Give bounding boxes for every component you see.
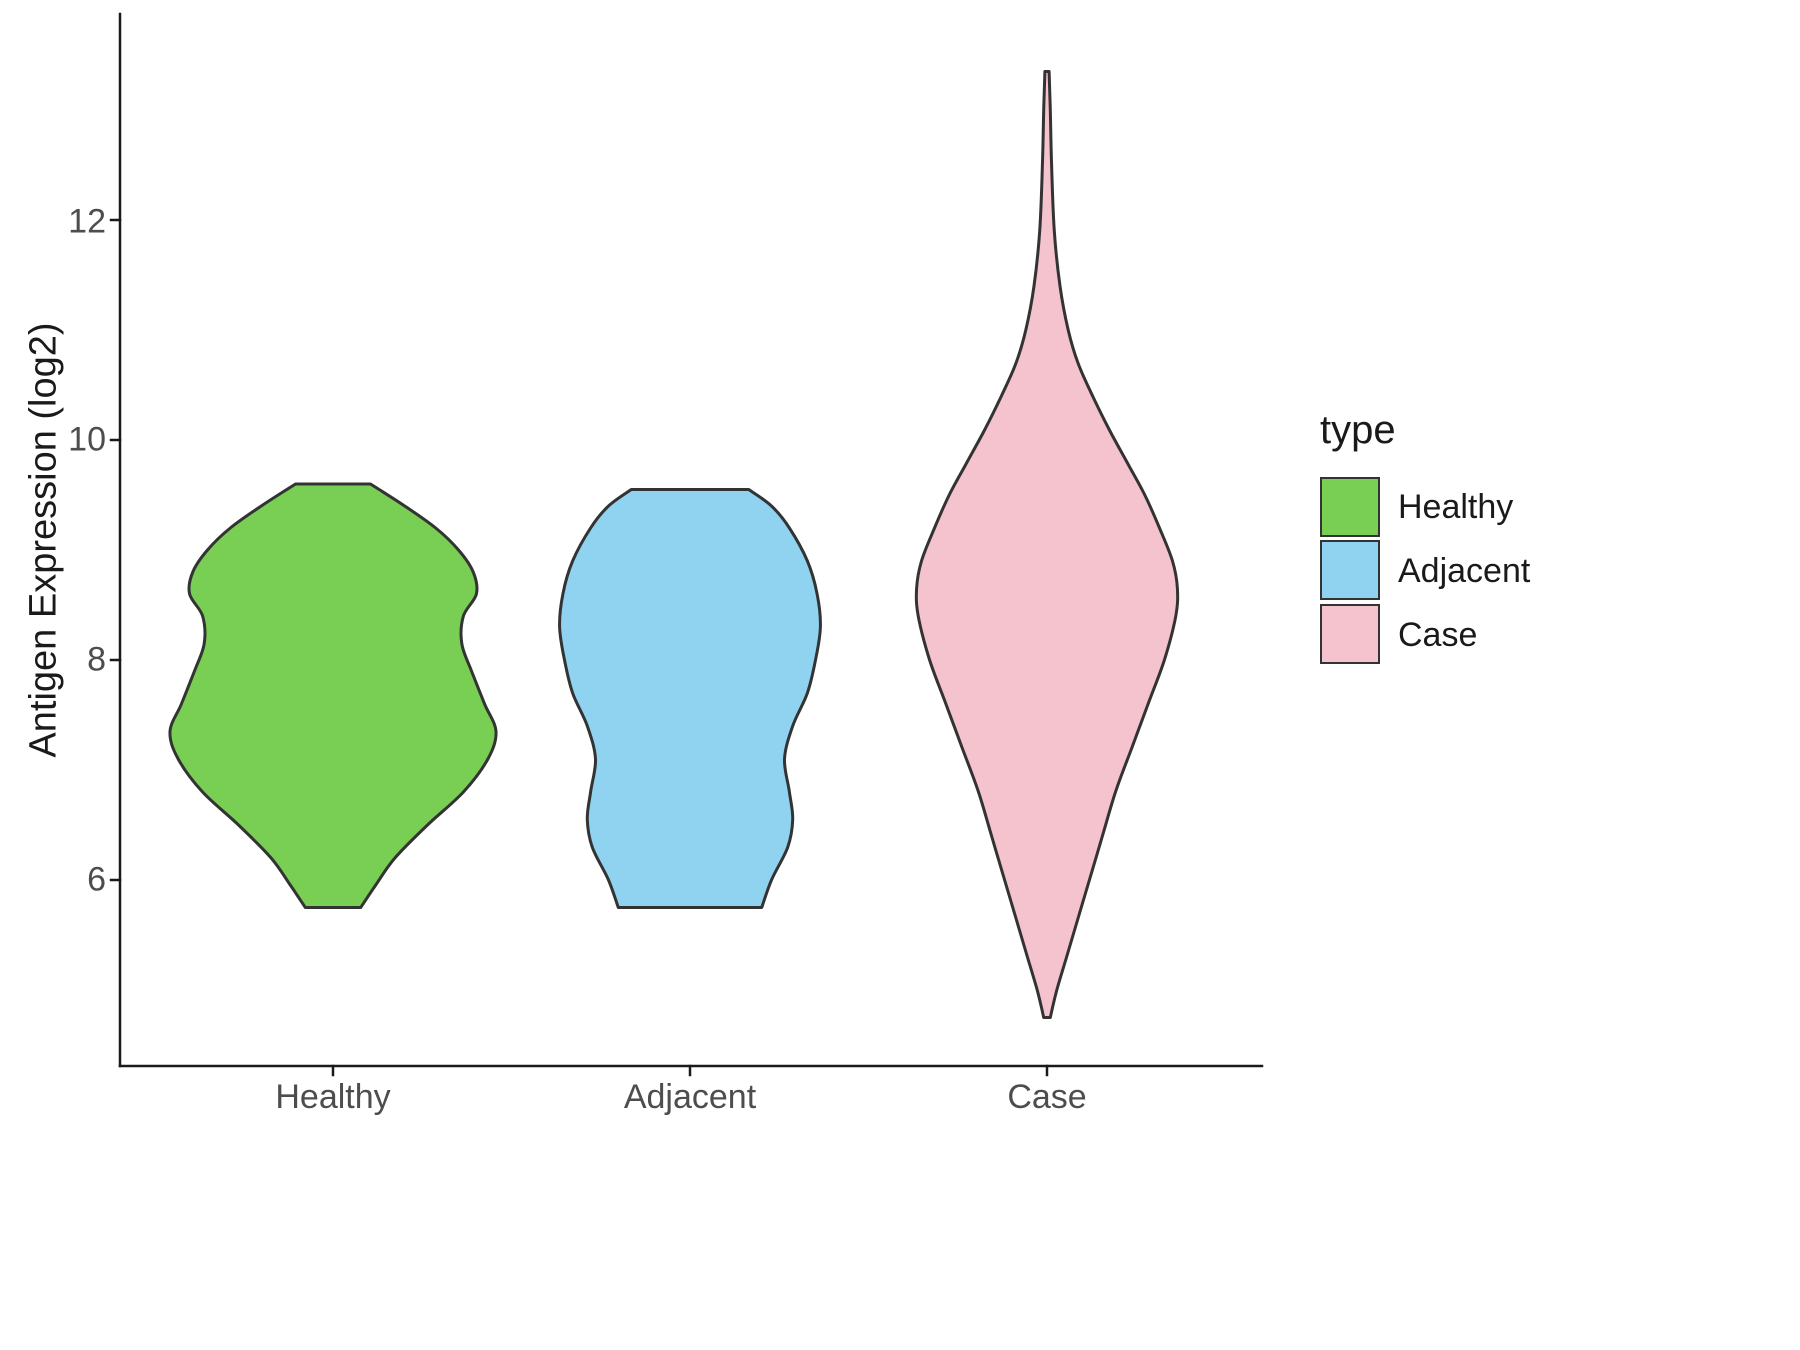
y-tick-label-12: 12 bbox=[68, 202, 106, 241]
violin-healthy bbox=[168, 482, 498, 909]
legend-title: type bbox=[1320, 408, 1396, 452]
legend-label-case: Case bbox=[1398, 615, 1478, 654]
x-tick-label-case: Case bbox=[1007, 1078, 1087, 1116]
legend-item-case: Case bbox=[1320, 603, 1530, 667]
y-tick-label-8: 8 bbox=[87, 640, 106, 679]
y-tick-label-10: 10 bbox=[68, 420, 106, 459]
x-tick-label-adjacent: Adjacent bbox=[623, 1078, 757, 1116]
violin-adjacent bbox=[558, 488, 822, 909]
y-tick-label-6: 6 bbox=[87, 860, 106, 899]
legend-swatch-case bbox=[1320, 604, 1380, 664]
legend-swatch-healthy bbox=[1320, 477, 1380, 537]
legend-item-adjacent: Adjacent bbox=[1320, 539, 1530, 603]
x-tick-label-healthy: Healthy bbox=[275, 1078, 391, 1116]
legend-label-adjacent: Adjacent bbox=[1398, 551, 1531, 590]
legend-label-healthy: Healthy bbox=[1398, 487, 1514, 526]
y-axis-title: Antigen Expression (log2) bbox=[22, 322, 65, 758]
axes-layer bbox=[109, 12, 1264, 1077]
violin-case bbox=[914, 70, 1180, 1019]
legend-item-healthy: Healthy bbox=[1320, 475, 1530, 539]
legend: type Healthy Adjacent Case bbox=[1320, 408, 1530, 667]
violins-layer bbox=[168, 70, 1180, 1019]
legend-swatch-adjacent bbox=[1320, 540, 1380, 600]
